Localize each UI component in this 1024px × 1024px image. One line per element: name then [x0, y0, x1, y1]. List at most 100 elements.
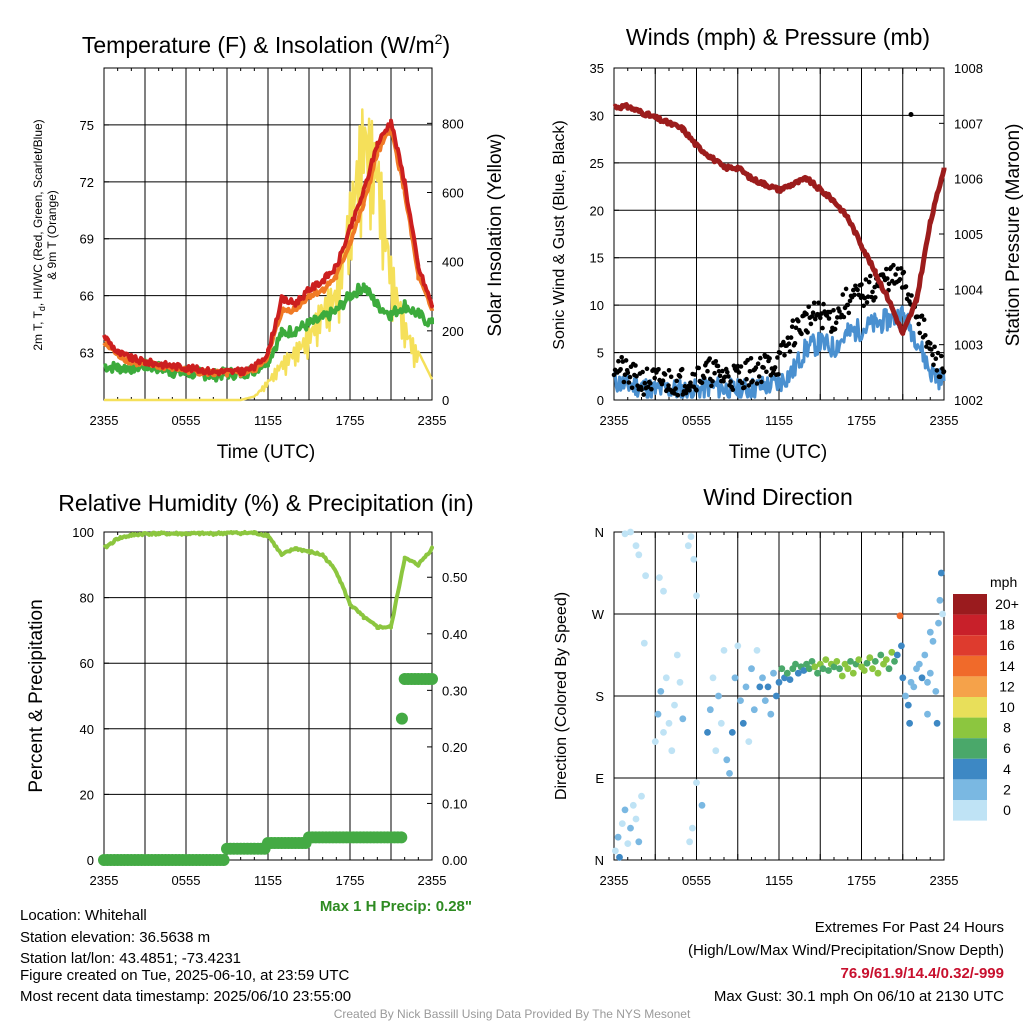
direction-point [939, 610, 946, 618]
max-gust-text: Max Gust: 30.1 mph On 06/10 at 2130 UTC [713, 988, 1004, 1005]
direction-point [882, 656, 890, 663]
y2-tick-label: 1005 [954, 227, 983, 242]
legend-swatch [953, 635, 987, 656]
direction-point [767, 710, 775, 718]
gust-point [705, 368, 710, 374]
gust-point [847, 298, 853, 304]
direction-point [635, 551, 643, 559]
direction-point [937, 569, 945, 577]
gust-point [924, 344, 929, 349]
gust-point [870, 289, 875, 295]
gust-point [776, 372, 781, 377]
gust-point [626, 380, 632, 385]
gust-point [738, 364, 744, 369]
gust-point [816, 300, 821, 306]
direction-point [898, 642, 905, 650]
direction-point [638, 792, 645, 800]
gust-point [864, 300, 870, 305]
y-tick-label: 0 [87, 853, 94, 868]
y2-tick-label: 1002 [954, 393, 983, 408]
gust-point [799, 331, 804, 337]
legend-swatch [953, 758, 987, 780]
winds-panel: 0 5 10 15 20 25 30 35 1002 1003 1004 1005 1006 1007 10… [590, 61, 983, 428]
gust-point [929, 347, 934, 352]
y-tick-label: 100 [72, 525, 94, 540]
gust-point [832, 326, 838, 332]
x-tick-label: 0555 [682, 413, 711, 428]
gust-point [885, 276, 890, 281]
y-tick-label: W [592, 607, 605, 622]
gust-point [935, 350, 941, 356]
gust-point [837, 309, 842, 314]
gust-point [692, 372, 698, 377]
gust-point [755, 361, 761, 367]
wind-series [612, 305, 946, 399]
gust-point [891, 262, 896, 268]
direction-point [775, 678, 783, 686]
gust-point [759, 379, 764, 385]
y-tick-label: 35 [590, 61, 604, 76]
gust-point [772, 365, 778, 370]
temp-series [102, 118, 434, 377]
y-tick-label: 80 [80, 591, 94, 606]
gust-point [869, 294, 874, 300]
direction-point [808, 658, 816, 665]
x-tick-label: 0555 [172, 413, 201, 428]
gust-point [934, 368, 940, 373]
direction-point [642, 572, 649, 580]
direction-point [612, 847, 619, 855]
extremes-subtitle: (High/Low/Max Wind/Precipitation/Snow De… [688, 942, 1004, 959]
gust-point [863, 277, 869, 282]
direction-point [814, 669, 821, 677]
x-tick-label: 1755 [847, 413, 876, 428]
direction-point [624, 840, 632, 847]
legend-swatch [953, 697, 987, 718]
direction-point [687, 533, 695, 540]
direction-point [656, 574, 663, 581]
y2-tick-label: 400 [442, 255, 464, 270]
temp-xlabel: Time (UTC) [217, 442, 316, 463]
gust-point [660, 378, 666, 384]
gust-point [931, 362, 936, 368]
x-tick-label: 0555 [172, 873, 201, 888]
legend-label: 0 [1003, 802, 1011, 818]
direction-point [657, 688, 665, 695]
gust-point [893, 272, 898, 277]
y-tick-label: 63 [80, 346, 94, 361]
direction-point [704, 729, 711, 736]
gust-point [649, 386, 654, 392]
gust-point [625, 370, 631, 376]
wind-panel-title: Winds (mph) & Pressure (mb) [626, 24, 930, 50]
direction-point [712, 747, 720, 755]
gust-point [852, 292, 857, 298]
wind-y2label: Station Pressure (Maroon) [1003, 124, 1024, 347]
gust-point [932, 344, 937, 350]
direction-point [794, 669, 802, 677]
gust-point [675, 392, 681, 398]
direction-point [800, 667, 808, 674]
gust-point [919, 313, 925, 319]
gust-point [775, 355, 780, 360]
footer-credit: Created By Nick Bassill Using Data Provi… [333, 1007, 691, 1021]
direction-point [654, 710, 662, 718]
wind-direction-panel: N E S W N 2355 0555 1155 1755 2355 [592, 525, 959, 888]
direction-point [783, 669, 791, 677]
x-tick-label: 1755 [336, 873, 365, 888]
gust-point [662, 372, 668, 377]
direction-point [811, 663, 819, 671]
direction-point [833, 658, 841, 665]
direction-point [679, 715, 687, 723]
gust-point [861, 303, 866, 309]
gust-point [753, 365, 759, 370]
direction-point [866, 654, 874, 662]
direction-point [627, 528, 634, 536]
gust-point [688, 380, 693, 386]
direction-point [863, 659, 871, 667]
gust-point [821, 301, 826, 307]
x-tick-label: 2355 [930, 413, 959, 428]
y-tick-label: 40 [80, 722, 94, 737]
direction-point [616, 853, 623, 861]
gust-point [937, 374, 943, 380]
direction-point [693, 779, 700, 786]
